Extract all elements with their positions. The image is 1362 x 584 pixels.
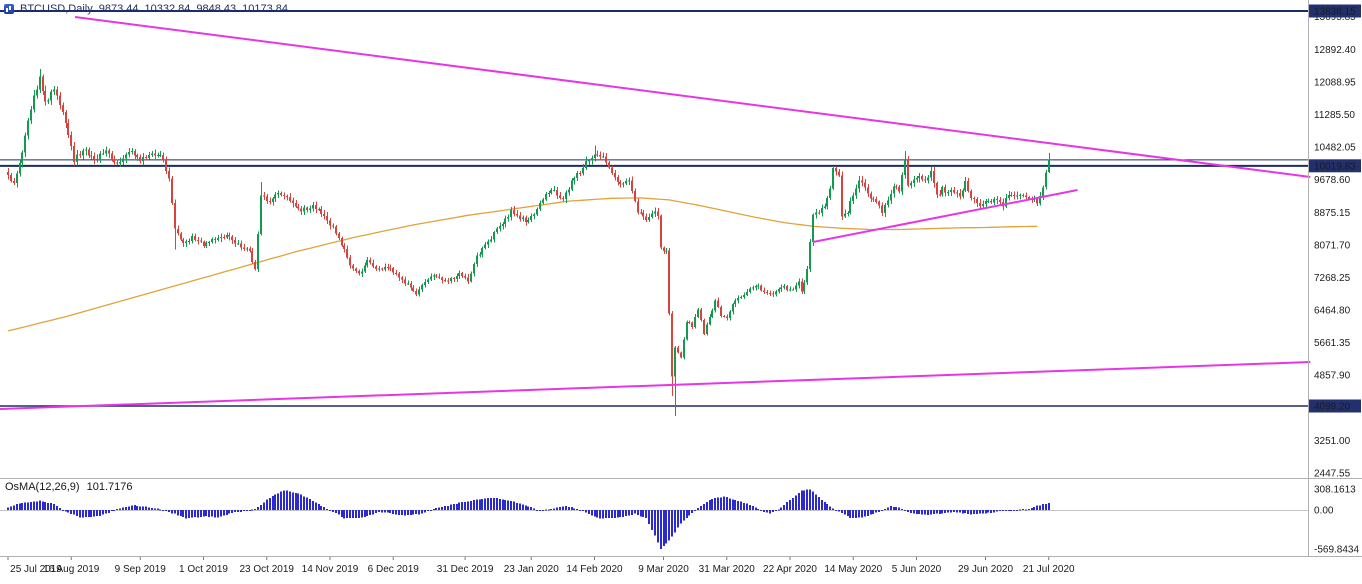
svg-text:21 Jul 2020: 21 Jul 2020 [1023,564,1075,575]
horizontal-price-lines[interactable] [0,9,1308,407]
recent-support-trendline[interactable] [812,189,1078,243]
upper-descending-trendline[interactable] [74,15,1311,178]
moving-average-line [7,197,1038,332]
chart-icon [4,4,14,14]
lower-ascending-trendline[interactable] [0,360,1311,411]
svg-text:7268.25: 7268.25 [1314,273,1351,284]
trendlines-layer[interactable] [0,15,1311,411]
svg-text:10482.05: 10482.05 [1314,143,1356,154]
svg-text:12088.95: 12088.95 [1314,77,1356,88]
svg-text:3251.00: 3251.00 [1314,436,1351,447]
svg-text:6 Dec 2019: 6 Dec 2019 [368,564,420,575]
svg-text:13695.85: 13695.85 [1314,12,1356,23]
symbol-timeframe: BTCUSD,Daily [20,3,93,15]
candles-layer [7,68,1050,416]
price-badges: 13838.15 10019.83 4099.20 [1309,4,1361,413]
svg-text:9 Mar 2020: 9 Mar 2020 [638,564,689,575]
chart-header: BTCUSD,Daily 9873.44 10332.84 9848.43 10… [4,3,288,15]
svg-text:11285.50: 11285.50 [1314,110,1355,121]
svg-text:8875.15: 8875.15 [1314,208,1351,219]
svg-text:14 Feb 2020: 14 Feb 2020 [566,564,623,575]
svg-text:10019.83: 10019.83 [1314,161,1356,172]
svg-text:13838.15: 13838.15 [1314,7,1356,18]
svg-text:9678.60: 9678.60 [1314,175,1351,186]
svg-text:9 Sep 2019: 9 Sep 2019 [115,564,167,575]
ohlc-close: 10173.84 [242,3,289,15]
osma-panel [0,489,1308,549]
osma-axis[interactable]: 308.1613 0.00 -569.8434 [1314,485,1359,556]
svg-text:16 Aug 2019: 16 Aug 2019 [43,564,100,575]
osma-name: OsMA(12,26,9) [5,481,80,493]
svg-text:5 Jun 2020: 5 Jun 2020 [892,564,942,575]
osma-indicator-label: OsMA(12,26,9) 101.7176 [5,481,132,493]
svg-text:31 Mar 2020: 31 Mar 2020 [699,564,756,575]
svg-text:5661.35: 5661.35 [1314,338,1351,349]
osma-value: 101.7176 [86,481,133,493]
svg-text:4857.90: 4857.90 [1314,371,1351,382]
ohlc-high: 10332.84 [144,3,191,15]
svg-text:22 Apr 2020: 22 Apr 2020 [763,564,817,575]
svg-text:6464.80: 6464.80 [1314,306,1351,317]
ohlc-open: 9873.44 [98,3,139,15]
svg-text:1 Oct 2019: 1 Oct 2019 [179,564,228,575]
svg-text:31 Dec 2019: 31 Dec 2019 [437,564,494,575]
svg-text:12892.40: 12892.40 [1314,45,1356,56]
ohlc-low: 9848.43 [196,3,237,15]
svg-text:0.00: 0.00 [1314,506,1334,517]
svg-text:308.1613: 308.1613 [1314,485,1356,496]
svg-text:14 May 2020: 14 May 2020 [824,564,882,575]
svg-text:29 Jun 2020: 29 Jun 2020 [958,564,1013,575]
panel-separators [0,0,1362,557]
svg-text:8071.70: 8071.70 [1314,240,1351,251]
svg-text:2447.55: 2447.55 [1314,469,1351,480]
svg-text:25 Jul 2019: 25 Jul 2019 [10,564,62,575]
svg-text:-569.8434: -569.8434 [1314,544,1359,555]
svg-text:23 Oct 2019: 23 Oct 2019 [240,564,295,575]
svg-text:23 Jan 2020: 23 Jan 2020 [504,564,559,575]
svg-text:4099.20: 4099.20 [1314,402,1351,413]
svg-text:14 Nov 2019: 14 Nov 2019 [302,564,359,575]
